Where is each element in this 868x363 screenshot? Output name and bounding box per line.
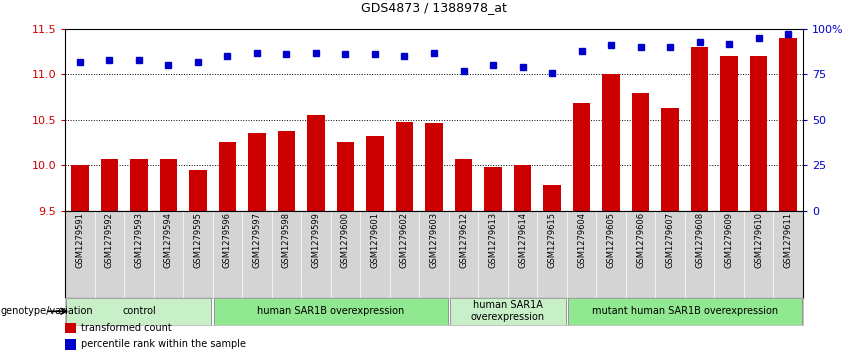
Text: GSM1279609: GSM1279609	[725, 212, 733, 268]
Text: GSM1279595: GSM1279595	[194, 212, 202, 268]
Text: GSM1279614: GSM1279614	[518, 212, 527, 268]
Bar	[691, 47, 708, 211]
Bar	[543, 185, 561, 211]
Text: GSM1279598: GSM1279598	[282, 212, 291, 268]
Text: GSM1279604: GSM1279604	[577, 212, 586, 268]
Text: control: control	[122, 306, 155, 316]
Bar	[573, 103, 590, 211]
Text: GSM1279608: GSM1279608	[695, 212, 704, 268]
Bar	[130, 159, 148, 211]
Bar	[278, 131, 295, 211]
Bar	[455, 159, 472, 211]
Text: human SAR1B overexpression: human SAR1B overexpression	[257, 306, 404, 316]
Bar	[450, 298, 566, 325]
Bar	[219, 142, 236, 211]
Bar	[189, 170, 207, 211]
Bar	[779, 38, 797, 211]
Text: GSM1279601: GSM1279601	[371, 212, 379, 268]
Bar	[366, 136, 384, 211]
Text: GSM1279612: GSM1279612	[459, 212, 468, 268]
Text: GSM1279613: GSM1279613	[489, 212, 497, 268]
Text: GDS4873 / 1388978_at: GDS4873 / 1388978_at	[361, 1, 507, 15]
Bar	[720, 56, 738, 211]
Text: GSM1279603: GSM1279603	[430, 212, 438, 268]
Bar	[514, 165, 531, 211]
Text: percentile rank within the sample: percentile rank within the sample	[81, 339, 246, 350]
Bar	[425, 122, 443, 211]
Bar	[248, 133, 266, 211]
Bar	[484, 167, 502, 211]
Text: GSM1279592: GSM1279592	[105, 212, 114, 268]
Text: GSM1279602: GSM1279602	[400, 212, 409, 268]
Text: GSM1279591: GSM1279591	[76, 212, 84, 268]
Text: GSM1279605: GSM1279605	[607, 212, 615, 268]
Text: GSM1279606: GSM1279606	[636, 212, 645, 268]
Bar	[337, 142, 354, 211]
Text: GSM1279596: GSM1279596	[223, 212, 232, 268]
Text: GSM1279610: GSM1279610	[754, 212, 763, 268]
Text: GSM1279607: GSM1279607	[666, 212, 674, 268]
Text: GSM1279597: GSM1279597	[253, 212, 261, 268]
Text: GSM1279615: GSM1279615	[548, 212, 556, 268]
Bar	[160, 159, 177, 211]
Bar	[661, 108, 679, 211]
Text: GSM1279600: GSM1279600	[341, 212, 350, 268]
Text: GSM1279611: GSM1279611	[784, 212, 792, 268]
Bar	[66, 298, 212, 325]
Bar	[632, 93, 649, 211]
Bar	[101, 159, 118, 211]
Bar	[568, 298, 802, 325]
Text: mutant human SAR1B overexpression: mutant human SAR1B overexpression	[592, 306, 778, 316]
Bar	[214, 298, 448, 325]
Bar	[307, 115, 325, 211]
Text: GSM1279599: GSM1279599	[312, 212, 320, 268]
Text: transformed count: transformed count	[81, 323, 172, 333]
Bar	[71, 165, 89, 211]
Bar	[750, 56, 767, 211]
Bar	[396, 122, 413, 211]
Text: genotype/variation: genotype/variation	[1, 306, 94, 316]
Text: GSM1279593: GSM1279593	[135, 212, 143, 268]
Text: human SAR1A
overexpression: human SAR1A overexpression	[470, 301, 545, 322]
Text: GSM1279594: GSM1279594	[164, 212, 173, 268]
Bar	[602, 74, 620, 211]
